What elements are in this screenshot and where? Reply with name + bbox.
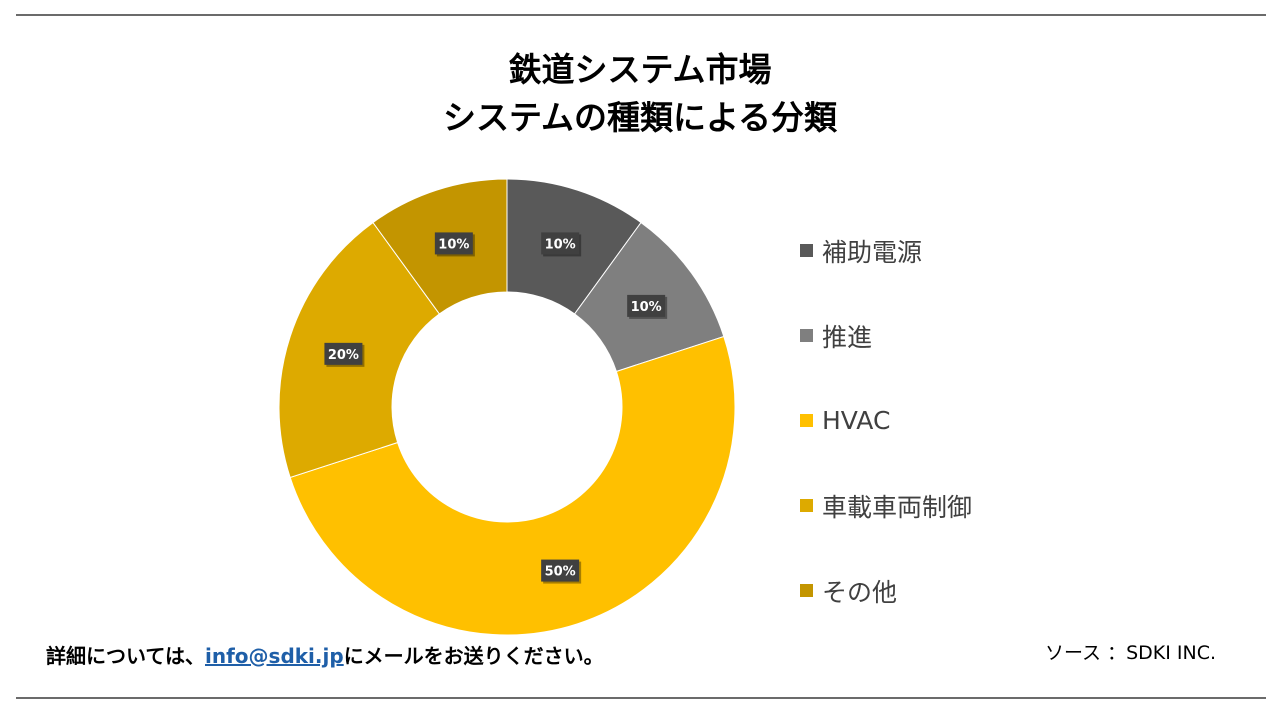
legend-item-5: その他 xyxy=(800,548,972,633)
legend-swatch xyxy=(800,499,813,512)
top-rule xyxy=(16,14,1266,16)
legend-swatch xyxy=(800,244,813,257)
data-label-text: 10% xyxy=(631,300,662,315)
data-label-text: 20% xyxy=(328,348,359,363)
legend-swatch xyxy=(800,584,813,597)
data-label-3: 50% xyxy=(541,559,582,584)
data-label-text: 10% xyxy=(438,237,469,252)
chart-legend: 補助電源推進 HVAC 車載車両制御 その他 xyxy=(800,208,972,633)
donut-slice-3 xyxy=(289,335,736,636)
data-label-box xyxy=(541,232,580,255)
legend-item-3: HVAC xyxy=(800,378,972,463)
legend-label: その他 xyxy=(822,577,898,607)
contact-note: 詳細については、info@sdki.jpにメールをお送りください。 xyxy=(46,640,604,669)
contact-note-prefix: 詳細については、 xyxy=(46,644,205,668)
chart-title: 鉄道システム市場 システムの種類による分類 xyxy=(0,46,1280,142)
data-label-1: 10% xyxy=(541,232,582,257)
legend-label: HVAC xyxy=(822,406,891,435)
data-label-box xyxy=(627,294,666,317)
contact-note-suffix: にメールをお送りください。 xyxy=(343,644,604,668)
legend-item-1: 補助電源 xyxy=(800,208,972,293)
data-label-2: 10% xyxy=(627,294,668,319)
bottom-rule xyxy=(16,697,1266,699)
source-label: ソース ：SDKI INC. xyxy=(1045,642,1217,664)
legend-label: 補助電源 xyxy=(822,237,923,267)
legend-label: 車載車両制御 xyxy=(822,492,973,522)
data-label-box xyxy=(541,559,580,582)
legend-item-2: 推進 xyxy=(800,293,972,378)
legend-item-4: 車載車両制御 xyxy=(800,463,972,548)
legend-swatch xyxy=(800,329,813,342)
data-label-5: 10% xyxy=(434,232,475,257)
data-label-4: 20% xyxy=(324,342,365,367)
email-link[interactable]: info@sdki.jp xyxy=(205,644,344,668)
legend-label: 推進 xyxy=(822,322,873,352)
data-label-box xyxy=(434,232,473,255)
legend-swatch xyxy=(800,414,813,427)
data-label-box xyxy=(324,342,363,365)
chart-title-line2: システムの種類による分類 xyxy=(442,98,838,137)
data-label-text: 10% xyxy=(545,237,576,252)
chart-title-line1: 鉄道システム市場 xyxy=(508,50,772,89)
data-label-text: 50% xyxy=(545,565,576,580)
